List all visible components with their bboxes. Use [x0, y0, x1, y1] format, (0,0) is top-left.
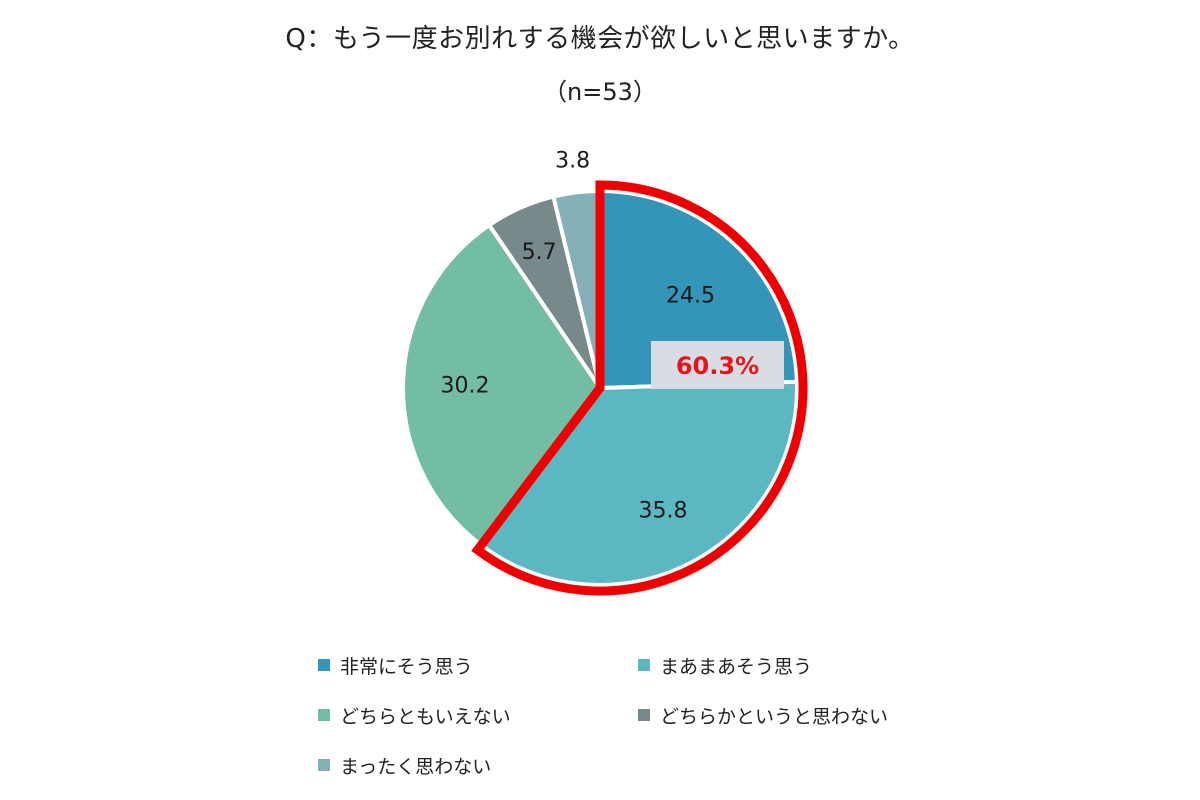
slice-very-much	[598, 189, 799, 390]
legend-swatch	[638, 659, 650, 671]
highlight-callout-box	[651, 341, 784, 389]
legend-swatch	[318, 709, 330, 721]
pie-chart: 24.5 35.8 30.2 5.7 3.8 60.3%	[401, 149, 808, 596]
slice-value-label: 5.7	[522, 240, 557, 265]
slice-value-label: 3.8	[555, 149, 590, 174]
slice-value-label: 35.8	[638, 499, 687, 524]
legend-swatch	[318, 759, 330, 771]
legend-label: 非常にそう思う	[340, 655, 473, 678]
highlight-callout-label: 60.3%	[676, 352, 759, 380]
chart-subtitle: （n=53）	[543, 78, 657, 106]
chart-title: Q：もう一度お別れする機会が欲しいと思いますか。	[285, 24, 915, 54]
legend-item: まったく思わない	[318, 750, 638, 780]
highlight-outline	[471, 180, 808, 596]
legend-item: まあまあそう思う	[638, 650, 938, 680]
legend-swatch	[638, 709, 650, 721]
legend-item: どちらともいえない	[318, 700, 638, 730]
legend: 非常にそう思う まあまあそう思う どちらともいえない どちらかというと思わない …	[318, 650, 938, 780]
legend-item: 非常にそう思う	[318, 650, 638, 680]
legend-item: どちらかというと思わない	[638, 700, 938, 730]
slice-value-label: 30.2	[441, 374, 490, 399]
slice-value-label: 24.5	[666, 284, 715, 309]
slice-somewhat	[479, 379, 799, 587]
legend-label: どちらともいえない	[340, 705, 511, 728]
legend-label: まあまあそう思う	[660, 655, 813, 678]
legend-swatch	[318, 659, 330, 671]
slice-neutral	[401, 223, 602, 548]
legend-label: どちらかというと思わない	[660, 705, 889, 728]
legend-label: まったく思わない	[340, 755, 492, 778]
